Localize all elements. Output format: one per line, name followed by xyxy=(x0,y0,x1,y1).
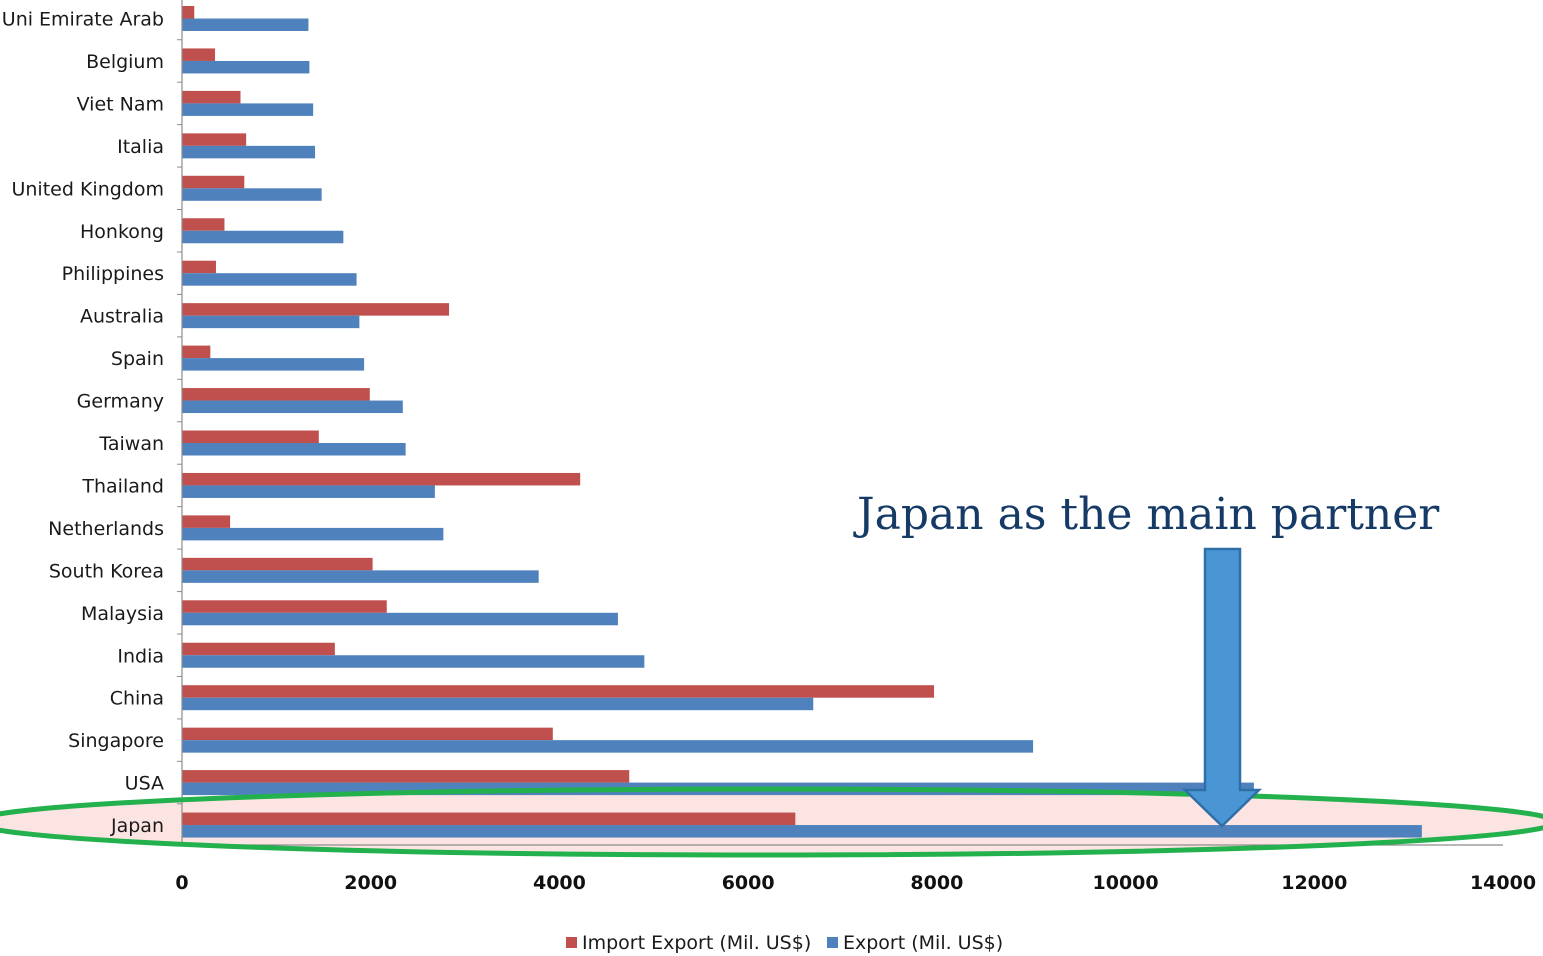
category-label: Japan xyxy=(110,815,164,837)
bar-import-export-japan xyxy=(182,812,796,826)
bar-export-uni-emirate-arab xyxy=(182,18,309,31)
category-label: Thailand xyxy=(81,475,164,497)
bar-import-export-singapore xyxy=(182,727,553,741)
bar-export-india xyxy=(182,655,645,668)
bar-export-germany xyxy=(182,400,403,414)
x-tick-label: 4000 xyxy=(533,872,586,894)
category-label: Belgium xyxy=(86,51,164,73)
bar-import-export-germany xyxy=(182,388,370,401)
category-label: Germany xyxy=(77,391,164,413)
bar-import-export-viet-nam xyxy=(182,90,241,104)
bars-layer xyxy=(182,6,1422,838)
x-tick-label: 14000 xyxy=(1470,872,1536,894)
category-label: USA xyxy=(125,773,164,795)
bar-export-philippines xyxy=(182,273,357,286)
category-label: Spain xyxy=(111,348,164,370)
category-label: Italia xyxy=(117,136,164,158)
down-arrow-icon xyxy=(1181,547,1263,828)
bar-import-export-netherlands xyxy=(182,515,231,528)
category-label: Australia xyxy=(80,306,164,328)
bar-import-export-uni-emirate-arab xyxy=(182,6,195,19)
x-axis-ticks: 0 2000 4000 6000 8000 10000 12000 14000 xyxy=(175,872,1536,894)
category-label: India xyxy=(117,645,164,667)
bar-export-malaysia xyxy=(182,612,618,626)
bar-import-export-honkong xyxy=(182,218,225,231)
category-label: Malaysia xyxy=(81,603,164,625)
bar-export-singapore xyxy=(182,740,1034,753)
category-labels: Uni Emirate Arab Belgium Viet Nam Italia Uni… xyxy=(2,9,164,838)
annotation-text: Japan as the main partner xyxy=(853,489,1440,540)
legend-label: Export (Mil. US$) xyxy=(843,932,1003,954)
category-label: Singapore xyxy=(68,730,164,752)
highlight-outline xyxy=(0,786,1543,858)
category-label: Philippines xyxy=(62,263,164,285)
x-tick-label: 10000 xyxy=(1093,872,1159,894)
bar-export-united-kingdom xyxy=(182,188,322,201)
annotation: Japan as the main partner xyxy=(0,489,1543,858)
bar-export-south-korea xyxy=(182,570,539,583)
legend: Import Export (Mil. US$) Export (Mil. US$… xyxy=(566,932,1003,954)
x-tick-label: 6000 xyxy=(722,872,775,894)
category-label: Uni Emirate Arab xyxy=(2,9,164,31)
bar-export-australia xyxy=(182,315,360,329)
bar-export-viet-nam xyxy=(182,103,314,116)
bar-import-export-belgium xyxy=(182,48,216,61)
bar-import-export-china xyxy=(182,685,935,698)
bar-export-japan xyxy=(182,825,1422,838)
legend-swatch xyxy=(827,937,838,948)
bar-export-spain xyxy=(182,358,365,371)
bar-import-export-taiwan xyxy=(182,430,319,443)
bar-import-export-australia xyxy=(182,303,450,316)
bar-import-export-philippines xyxy=(182,260,216,274)
bar-export-belgium xyxy=(182,60,310,74)
category-label: Taiwan xyxy=(98,433,164,455)
bar-export-thailand xyxy=(182,485,435,498)
bar-import-export-united-kingdom xyxy=(182,175,245,189)
bar-import-export-usa xyxy=(182,770,630,783)
x-tick-label: 8000 xyxy=(910,872,963,894)
bar-export-netherlands xyxy=(182,527,444,541)
x-tick-label: 12000 xyxy=(1281,872,1347,894)
bar-import-export-south-korea xyxy=(182,557,373,571)
axis-layer xyxy=(177,0,1503,846)
category-label: Honkong xyxy=(80,221,164,243)
x-tick-label: 2000 xyxy=(344,872,397,894)
legend-swatch xyxy=(566,937,577,948)
bar-import-export-thailand xyxy=(182,472,581,486)
bar-export-italia xyxy=(182,145,316,159)
bar-import-export-spain xyxy=(182,345,211,359)
bar-import-export-italia xyxy=(182,133,247,146)
legend-label: Import Export (Mil. US$) xyxy=(582,932,811,954)
bar-import-export-india xyxy=(182,642,335,656)
category-label: Viet Nam xyxy=(77,93,164,115)
bar-export-honkong xyxy=(182,230,344,244)
category-label: Netherlands xyxy=(48,518,164,540)
category-label: United Kingdom xyxy=(11,178,164,200)
bar-export-china xyxy=(182,697,814,711)
bar-export-taiwan xyxy=(182,443,406,456)
category-label: China xyxy=(110,688,164,710)
x-tick-label: 0 xyxy=(175,872,188,894)
category-label: South Korea xyxy=(49,560,164,582)
bar-import-export-malaysia xyxy=(182,600,387,613)
